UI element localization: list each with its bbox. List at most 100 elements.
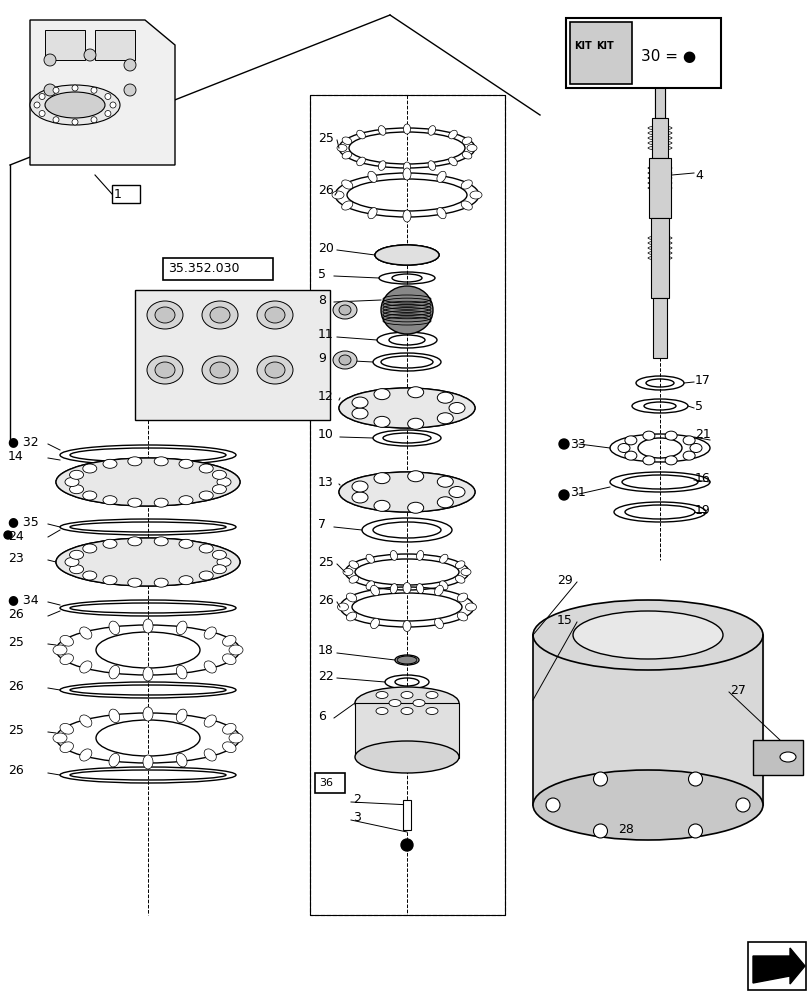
- Ellipse shape: [407, 387, 423, 398]
- Circle shape: [401, 839, 413, 851]
- Ellipse shape: [147, 356, 182, 384]
- Text: 22: 22: [318, 670, 333, 682]
- Ellipse shape: [352, 481, 367, 492]
- Ellipse shape: [448, 402, 465, 414]
- Bar: [112, 185, 139, 203]
- Text: 26: 26: [318, 184, 333, 197]
- Ellipse shape: [341, 137, 351, 144]
- Ellipse shape: [407, 418, 423, 429]
- Text: KIT: KIT: [573, 41, 591, 51]
- Polygon shape: [752, 948, 804, 984]
- Ellipse shape: [176, 753, 187, 767]
- Ellipse shape: [178, 459, 193, 468]
- Ellipse shape: [264, 362, 285, 378]
- Ellipse shape: [178, 576, 193, 585]
- Ellipse shape: [397, 656, 417, 664]
- Text: 26: 26: [8, 680, 24, 692]
- Bar: [354, 703, 458, 758]
- Ellipse shape: [375, 708, 388, 714]
- Ellipse shape: [407, 471, 423, 482]
- Ellipse shape: [202, 356, 238, 384]
- Ellipse shape: [176, 621, 187, 635]
- Ellipse shape: [143, 619, 152, 633]
- Circle shape: [91, 117, 97, 123]
- Ellipse shape: [212, 550, 226, 559]
- Ellipse shape: [416, 584, 423, 594]
- Ellipse shape: [573, 611, 722, 659]
- Ellipse shape: [222, 635, 236, 646]
- Text: 24: 24: [8, 530, 24, 544]
- Ellipse shape: [178, 496, 193, 505]
- Ellipse shape: [437, 413, 453, 424]
- Circle shape: [44, 84, 56, 96]
- Ellipse shape: [338, 355, 350, 365]
- Ellipse shape: [103, 459, 117, 468]
- Ellipse shape: [461, 137, 471, 144]
- Text: 20: 20: [318, 241, 333, 254]
- Ellipse shape: [45, 92, 105, 118]
- Ellipse shape: [79, 749, 92, 761]
- Ellipse shape: [83, 544, 97, 553]
- Circle shape: [39, 94, 45, 100]
- Ellipse shape: [448, 487, 465, 497]
- Ellipse shape: [402, 210, 410, 222]
- Ellipse shape: [664, 456, 676, 465]
- Ellipse shape: [352, 492, 367, 503]
- Bar: [45, 30, 85, 60]
- Ellipse shape: [642, 456, 654, 465]
- Ellipse shape: [378, 126, 385, 135]
- Ellipse shape: [349, 576, 358, 583]
- Ellipse shape: [403, 162, 410, 172]
- Ellipse shape: [257, 356, 293, 384]
- Polygon shape: [30, 20, 175, 165]
- Circle shape: [558, 490, 569, 500]
- Ellipse shape: [229, 645, 242, 655]
- Ellipse shape: [341, 180, 352, 189]
- Bar: [752, 740, 802, 775]
- Ellipse shape: [212, 565, 226, 574]
- Ellipse shape: [354, 741, 458, 773]
- Ellipse shape: [109, 665, 119, 679]
- Ellipse shape: [65, 478, 79, 487]
- Ellipse shape: [217, 478, 230, 487]
- Ellipse shape: [60, 723, 73, 734]
- Ellipse shape: [407, 502, 423, 513]
- Text: 23: 23: [8, 552, 24, 564]
- Circle shape: [558, 439, 569, 449]
- Text: 25: 25: [8, 636, 24, 648]
- Ellipse shape: [199, 491, 213, 500]
- Ellipse shape: [70, 565, 84, 574]
- Circle shape: [124, 59, 135, 71]
- Ellipse shape: [434, 585, 443, 596]
- Ellipse shape: [346, 593, 356, 602]
- Ellipse shape: [448, 157, 457, 166]
- Ellipse shape: [53, 733, 67, 743]
- Ellipse shape: [352, 408, 367, 419]
- Ellipse shape: [222, 742, 236, 753]
- Text: 6: 6: [318, 710, 325, 722]
- Circle shape: [53, 117, 59, 123]
- Ellipse shape: [664, 431, 676, 440]
- Ellipse shape: [109, 709, 119, 723]
- Ellipse shape: [103, 576, 117, 585]
- Ellipse shape: [401, 692, 413, 698]
- Text: 13: 13: [318, 477, 333, 489]
- Text: 26: 26: [318, 593, 333, 606]
- Ellipse shape: [455, 576, 465, 583]
- Ellipse shape: [109, 753, 119, 767]
- Text: 19: 19: [694, 504, 710, 516]
- Bar: [652, 298, 666, 358]
- Ellipse shape: [217, 558, 230, 566]
- Text: 18: 18: [318, 644, 333, 656]
- Text: 26: 26: [8, 764, 24, 777]
- Bar: [565, 18, 720, 88]
- Ellipse shape: [370, 618, 379, 629]
- Circle shape: [593, 824, 607, 838]
- Ellipse shape: [779, 752, 795, 762]
- Ellipse shape: [337, 603, 348, 611]
- Circle shape: [688, 772, 702, 786]
- Ellipse shape: [342, 568, 353, 576]
- Text: 25: 25: [318, 132, 333, 145]
- Text: ● 34: ● 34: [8, 593, 39, 606]
- Ellipse shape: [79, 661, 92, 673]
